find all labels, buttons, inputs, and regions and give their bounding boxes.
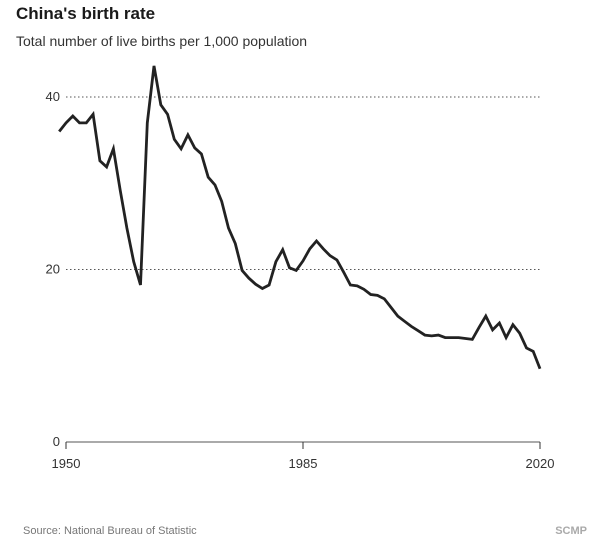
series-line-0 — [58, 65, 542, 370]
brand-logo: SCMP — [555, 525, 587, 537]
x-tick-label: 2020 — [526, 456, 555, 471]
x-tick-label: 1950 — [52, 456, 81, 471]
chart-title: China's birth rate — [16, 4, 156, 23]
source-note: Source: National Bureau of Statistic — [23, 525, 197, 537]
y-tick-label: 40 — [46, 89, 60, 104]
x-tick-label: 1985 — [289, 456, 318, 471]
y-tick-label: 20 — [46, 262, 60, 277]
chart-subtitle: Total number of live births per 1,000 po… — [16, 33, 308, 49]
y-tick-label: 0 — [53, 434, 60, 449]
